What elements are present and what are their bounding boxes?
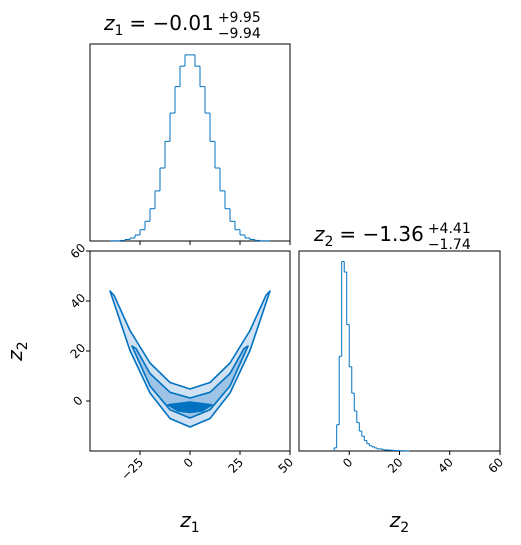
axis-label-index: 2	[400, 520, 409, 536]
axis-label-symbol: z	[389, 508, 401, 532]
panel-frame	[89, 43, 291, 242]
panel-title: z2 = −1.36	[313, 222, 424, 250]
title-value: = −0.01	[129, 11, 213, 35]
axis-label: z1	[179, 508, 199, 536]
title-lower: −9.94	[218, 26, 261, 42]
x-tick-label: 20	[385, 455, 406, 476]
axis-label: z2	[389, 508, 409, 536]
x-tick-label: 0	[181, 455, 196, 470]
y-tick-label: 20	[68, 341, 89, 362]
title-value: = −1.36	[339, 222, 423, 246]
title-symbol: z	[103, 11, 115, 35]
title-symbol: z	[313, 222, 325, 246]
title-index: 2	[325, 234, 334, 250]
contour-level	[167, 401, 213, 414]
axis-label-symbol: z	[179, 508, 191, 532]
panel-frame	[298, 250, 501, 452]
axis-label-symbol: z	[3, 350, 27, 362]
y-tick-label: 40	[68, 291, 89, 312]
panel-title: z1 = −0.01	[103, 11, 214, 39]
x-tick-label: 50	[275, 455, 296, 476]
x-tick-label: −25	[118, 455, 146, 483]
x-tick-label: 25	[225, 455, 246, 476]
title-lower: −1.74	[428, 237, 471, 253]
contour-level	[109, 290, 271, 428]
x-tick-label: 0	[340, 455, 355, 470]
axis-label-index: 1	[191, 520, 200, 536]
title-index: 1	[115, 23, 124, 39]
axis-label: z2	[3, 341, 31, 361]
x-tick-label: 60	[485, 455, 506, 476]
title-upper: +9.95	[218, 10, 261, 26]
y-tick-label: 60	[68, 241, 89, 262]
y-tick-label: 0	[70, 393, 85, 408]
x-tick-label: 40	[435, 455, 456, 476]
axis-label-index: 2	[15, 341, 31, 350]
title-upper: +4.41	[428, 221, 471, 237]
